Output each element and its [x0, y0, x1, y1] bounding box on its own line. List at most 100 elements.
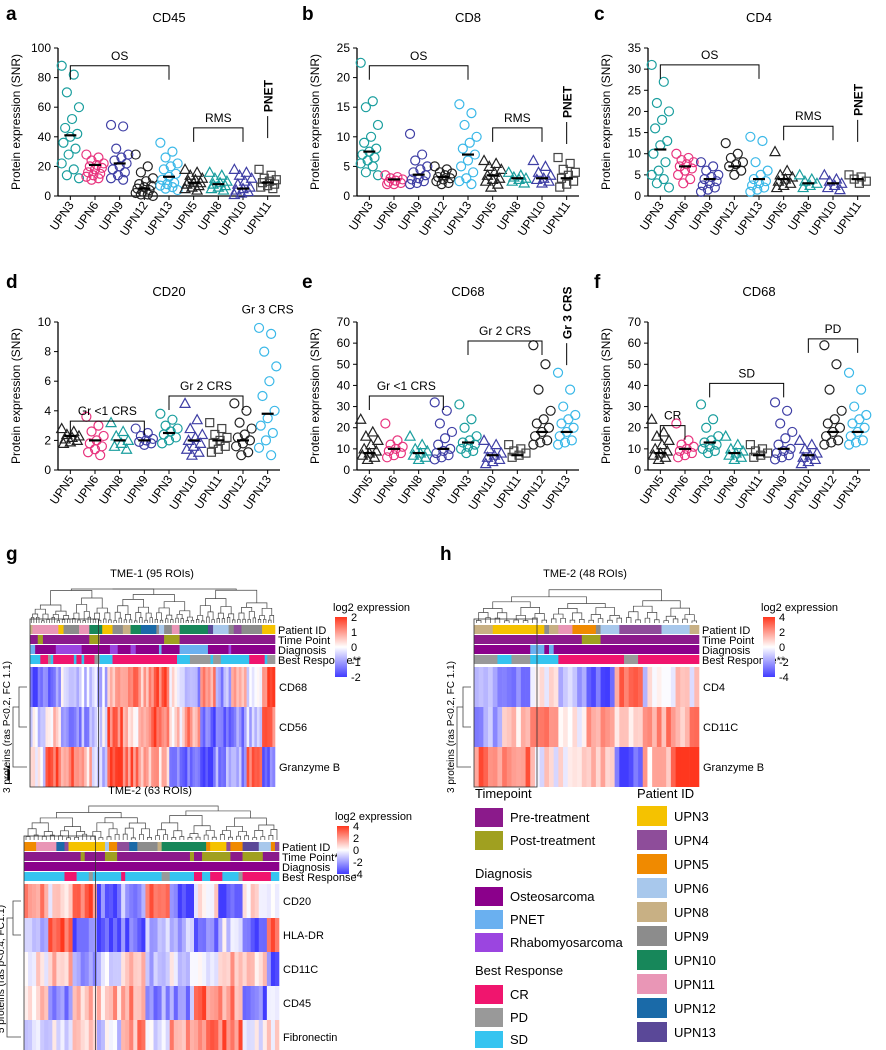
dendrogram-branch [104, 817, 138, 823]
heat-cell [165, 1020, 171, 1050]
annotation-cell [619, 625, 662, 634]
heat-cell [215, 667, 219, 707]
annotation-cell [24, 842, 37, 851]
dendrogram-branch [550, 618, 557, 623]
dendrogram-branch [684, 614, 695, 621]
dendrogram-branch [92, 619, 97, 623]
heat-cell [104, 667, 108, 707]
heatmap-title: TME-1 (95 ROIs) [110, 568, 194, 580]
data-point [142, 427, 153, 439]
heat-cell [81, 707, 85, 747]
data-point [205, 418, 215, 428]
heat-cell [56, 918, 61, 952]
dendrogram-branch [244, 835, 249, 840]
annotation-cell [88, 872, 94, 881]
heat-cell [262, 747, 265, 787]
heat-cell [198, 952, 203, 986]
heat-cell [169, 1020, 175, 1050]
data-point [185, 180, 198, 192]
annotation-cell [122, 625, 131, 634]
heat-cell [270, 884, 276, 918]
heat-cell [262, 918, 268, 952]
data-point [818, 168, 831, 180]
data-point [240, 166, 253, 177]
heat-cell [198, 1020, 203, 1050]
heat-cell [256, 707, 260, 747]
data-point [57, 437, 70, 448]
heat-cell [684, 667, 690, 707]
data-point [213, 444, 223, 454]
data-point [117, 425, 130, 437]
heat-cell [262, 952, 268, 986]
data-point [155, 137, 166, 148]
annotation-cell [42, 635, 90, 644]
data-point [119, 167, 130, 178]
dendrogram-branch [74, 836, 79, 840]
heat-cell [40, 884, 45, 918]
data-point [220, 174, 233, 186]
heat-cell [52, 986, 57, 1020]
data-point [115, 437, 128, 448]
annotation-cell [228, 645, 232, 654]
legend-label-upn11: UPN11 [674, 977, 715, 992]
heat-cell [633, 707, 639, 747]
data-point [267, 427, 278, 439]
heat-cell [246, 884, 251, 918]
legend-swatch-rms [475, 933, 503, 952]
dendrogram-branch [541, 619, 548, 623]
heat-cell [241, 667, 245, 707]
heat-cell [266, 986, 272, 1020]
heat-cell [165, 986, 171, 1020]
y-tick-label: 50 [628, 357, 642, 371]
annotation-cell [624, 655, 639, 664]
heat-cell [96, 1020, 102, 1050]
heat-cell [157, 986, 162, 1020]
heat-cell [138, 667, 142, 707]
data-point [695, 186, 707, 197]
heat-row-label: CD68 [279, 682, 307, 694]
heat-cell [226, 884, 231, 918]
heat-cell [234, 884, 239, 918]
data-point [787, 426, 798, 438]
heat-cell [60, 884, 65, 918]
heat-cell [173, 1020, 179, 1050]
y-axis-label: Protein expression (SNR) [599, 54, 613, 190]
data-point [542, 174, 555, 186]
heat-cell [68, 667, 72, 707]
data-point [130, 149, 141, 160]
annotation-cell [242, 842, 260, 851]
legend-swatch-upn8 [637, 902, 667, 922]
heat-cell [497, 667, 503, 707]
heat-cell [42, 747, 46, 787]
data-point [66, 113, 78, 125]
dendrogram-branch [179, 836, 185, 840]
annotation-cell [79, 625, 90, 634]
heat-cell [60, 918, 65, 952]
heat-cell [104, 952, 110, 986]
data-point [179, 397, 192, 408]
row-branch [12, 900, 21, 936]
annotation-cell [600, 635, 700, 644]
data-point [759, 182, 770, 193]
data-point [730, 159, 742, 170]
heat-cell [161, 884, 166, 918]
heat-cell [36, 1020, 41, 1050]
heat-cell [591, 707, 597, 747]
data-point [568, 176, 579, 186]
annotation-cell [92, 872, 122, 881]
data-point [784, 177, 797, 188]
heat-cell [563, 667, 569, 707]
annotation-cell [544, 645, 550, 654]
heat-cell [534, 667, 540, 707]
group-label: CR [664, 409, 682, 423]
annotation-legend: Timepoint Pre-treatment Post-treatment D… [475, 786, 716, 1048]
heat-cell [148, 747, 152, 787]
dendrogram-branch [139, 834, 144, 840]
heat-cell [157, 1020, 162, 1050]
heat-cell [262, 707, 265, 747]
heat-cell [128, 747, 131, 787]
heat-cell [192, 667, 196, 707]
heat-cell [591, 667, 597, 707]
heat-cell [207, 747, 211, 787]
